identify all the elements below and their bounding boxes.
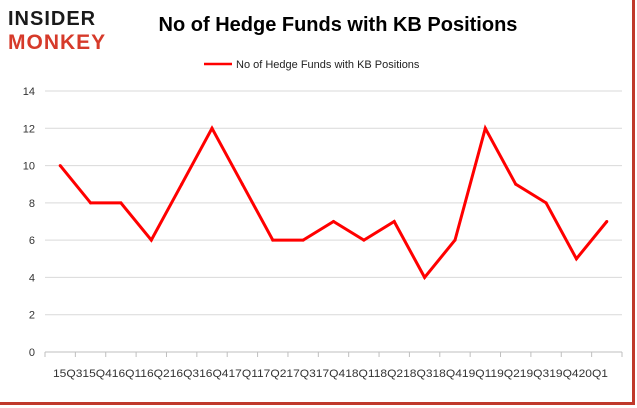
data-point-2017Q1 (240, 182, 244, 186)
data-point-2019Q4 (574, 257, 578, 261)
chart-grid (45, 90, 622, 316)
data-point-2020Q1 (605, 220, 609, 223)
data-point-2018Q2 (392, 220, 396, 223)
y-tick-label: 14 (23, 86, 35, 98)
y-tick-label: 6 (29, 235, 35, 247)
data-point-2016Q2 (149, 238, 153, 242)
logo-line-insider: INSIDER (8, 8, 96, 30)
data-point-2017Q2 (271, 238, 275, 242)
y-tick-label: 12 (23, 123, 35, 135)
data-point-2019Q3 (544, 201, 548, 205)
data-point-2016Q1 (119, 201, 123, 205)
legend-label: No of Hedge Funds with KB Positions (236, 59, 420, 71)
chart-title: No of Hedge Funds with KB Positions (158, 14, 518, 36)
logo-line-monkey: MONKEY (8, 31, 106, 52)
data-point-2018Q1 (362, 238, 366, 242)
y-tick-label: 10 (23, 161, 35, 173)
frame-border-bottom (0, 402, 635, 405)
data-point-2017Q3 (301, 238, 305, 242)
y-tick-label: 4 (29, 272, 35, 284)
y-tick-label: 2 (29, 310, 35, 322)
y-axis: 0 2 4 6 8 10 12 14 (23, 86, 35, 359)
y-tick-label: 8 (29, 198, 35, 210)
x-tick-labels: 15Q315Q416Q116Q216Q316Q417Q117Q217Q317Q4… (53, 368, 608, 380)
data-point-2016Q3 (180, 182, 184, 186)
data-point-2015Q3 (58, 164, 62, 168)
data-point-2017Q4 (332, 220, 335, 223)
data-point-2019Q1 (483, 126, 487, 130)
data-point-2016Q4 (210, 126, 214, 130)
chart-legend: No of Hedge Funds with KB Positions (204, 59, 420, 71)
frame-border-right (632, 0, 635, 404)
series-layer (58, 124, 609, 281)
data-point-2019Q2 (514, 182, 518, 186)
data-point-2018Q3 (423, 275, 427, 279)
y-tick-label: 0 (29, 347, 35, 359)
data-point-2018Q4 (453, 238, 457, 242)
insider-monkey-logo: INSIDER MONKEY (8, 8, 106, 52)
data-point-2015Q4 (89, 201, 93, 205)
x-axis: 15Q315Q416Q116Q216Q316Q417Q117Q217Q317Q4… (44, 351, 623, 380)
